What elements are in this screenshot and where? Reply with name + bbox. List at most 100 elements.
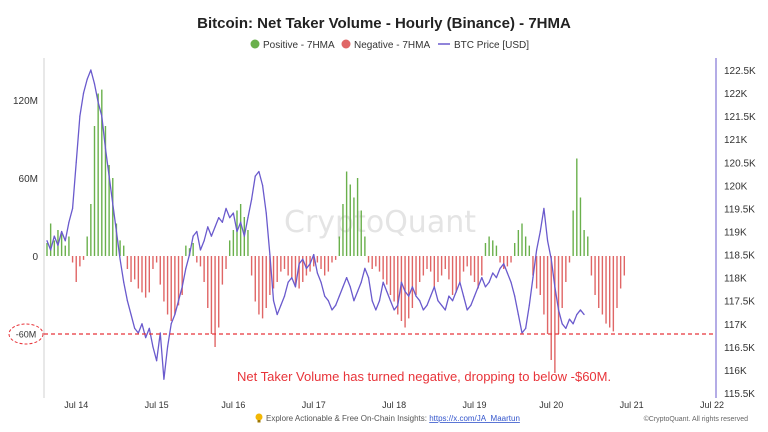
negative-bar <box>616 256 618 308</box>
negative-bar <box>375 256 377 267</box>
price-point <box>313 253 315 256</box>
reference-label: -60M <box>16 330 37 340</box>
positive-bar <box>338 236 341 256</box>
price-point <box>378 300 381 302</box>
price-point <box>375 309 377 311</box>
price-point <box>565 327 567 329</box>
price-point <box>61 230 63 233</box>
price-point <box>134 327 136 329</box>
negative-bar <box>159 256 161 285</box>
positive-bar <box>524 236 527 256</box>
negative-bar <box>254 256 256 302</box>
positive-bar <box>86 236 88 256</box>
price-point <box>561 323 563 325</box>
price-point <box>64 240 66 242</box>
positive-bar <box>360 210 362 256</box>
price-point <box>477 286 479 288</box>
x-tick-label: Jul 21 <box>620 400 644 410</box>
legend-price-label[interactable]: BTC Price [USD] <box>454 40 529 51</box>
positive-bar <box>364 236 366 256</box>
price-point <box>550 258 552 260</box>
legend-negative-label[interactable]: Negative - 7HMA <box>354 40 430 51</box>
price-point <box>159 332 161 334</box>
negative-bar <box>510 256 512 263</box>
negative-bar <box>554 256 556 373</box>
price-point <box>207 226 209 228</box>
negative-bar <box>181 256 183 295</box>
price-point <box>503 263 505 265</box>
negative-bar <box>557 256 560 334</box>
price-point <box>583 313 585 316</box>
price-point <box>356 290 359 293</box>
y-right-tick-label: 120.5K <box>724 158 756 169</box>
price-point <box>382 281 384 283</box>
y-left-tick-label: 120M <box>13 96 38 107</box>
price-point <box>521 332 523 334</box>
negative-bar <box>210 256 213 334</box>
price-point <box>145 337 147 339</box>
price-point <box>492 272 494 274</box>
footer: Explore Actionable & Free On-Chain Insig… <box>255 413 748 423</box>
negative-bar <box>378 256 381 272</box>
negative-bar <box>331 256 333 263</box>
negative-bar <box>451 256 454 295</box>
legend-positive-label[interactable]: Positive - 7HMA <box>263 40 335 51</box>
price-point <box>251 198 253 200</box>
negative-bar <box>535 256 538 289</box>
negative-bar <box>75 256 77 282</box>
negative-bar <box>440 256 443 276</box>
price-point <box>181 286 183 288</box>
price-point <box>104 147 107 150</box>
price-point <box>214 226 216 228</box>
negative-bar <box>481 256 483 276</box>
negative-bar <box>305 256 308 276</box>
y-right-tick-label: 121.5K <box>724 112 756 123</box>
price-point <box>280 304 282 306</box>
positive-bar <box>115 223 118 256</box>
y-right-tick-label: 120K <box>724 181 748 192</box>
negative-bar <box>470 256 472 276</box>
positive-bar <box>492 240 494 256</box>
negative-bar <box>386 256 388 285</box>
price-point <box>236 230 238 233</box>
negative-bar <box>565 256 567 282</box>
right-axis-ticks: 122.5K 122K 121.5K 121K 120.5K 120K 119.… <box>724 66 756 400</box>
negative-bar <box>170 256 172 321</box>
negative-bar <box>71 256 74 263</box>
negative-bar <box>477 256 479 289</box>
positive-bar <box>349 184 351 256</box>
positive-bar <box>112 178 114 256</box>
price-point <box>484 286 487 288</box>
price-point <box>53 235 55 237</box>
negative-bar <box>320 256 322 269</box>
price-point <box>499 267 501 270</box>
price-point <box>338 295 340 297</box>
price-point <box>163 378 165 380</box>
negative-bar <box>130 256 132 282</box>
negative-bar <box>429 256 432 272</box>
footer-link[interactable]: https://x.com/JA_Maartun <box>429 414 520 423</box>
negative-bar <box>568 256 571 263</box>
negative-bar <box>608 256 611 328</box>
y-right-tick-label: 118.5K <box>724 251 755 262</box>
y-right-tick-label: 115.5K <box>724 389 755 400</box>
positive-bar <box>68 236 70 256</box>
negative-bar <box>294 256 297 285</box>
price-point <box>451 300 454 302</box>
negative-bar <box>199 256 202 267</box>
negative-bar <box>473 256 476 282</box>
x-axis-ticks: Jul 14 Jul 15 Jul 16 Jul 17 Jul 18 Jul 1… <box>64 400 724 410</box>
price-point <box>170 323 172 325</box>
price-point <box>287 281 289 283</box>
positive-bar <box>228 240 231 256</box>
x-tick-label: Jul 22 <box>700 400 724 410</box>
negative-bar <box>250 256 253 276</box>
price-point <box>90 69 92 71</box>
price-point <box>539 230 541 233</box>
price-point <box>389 300 392 302</box>
btc-price-points <box>46 69 585 380</box>
negative-bar <box>400 256 403 321</box>
negative-bar <box>612 256 615 332</box>
positive-bar <box>49 223 52 256</box>
negative-bar <box>166 256 169 315</box>
